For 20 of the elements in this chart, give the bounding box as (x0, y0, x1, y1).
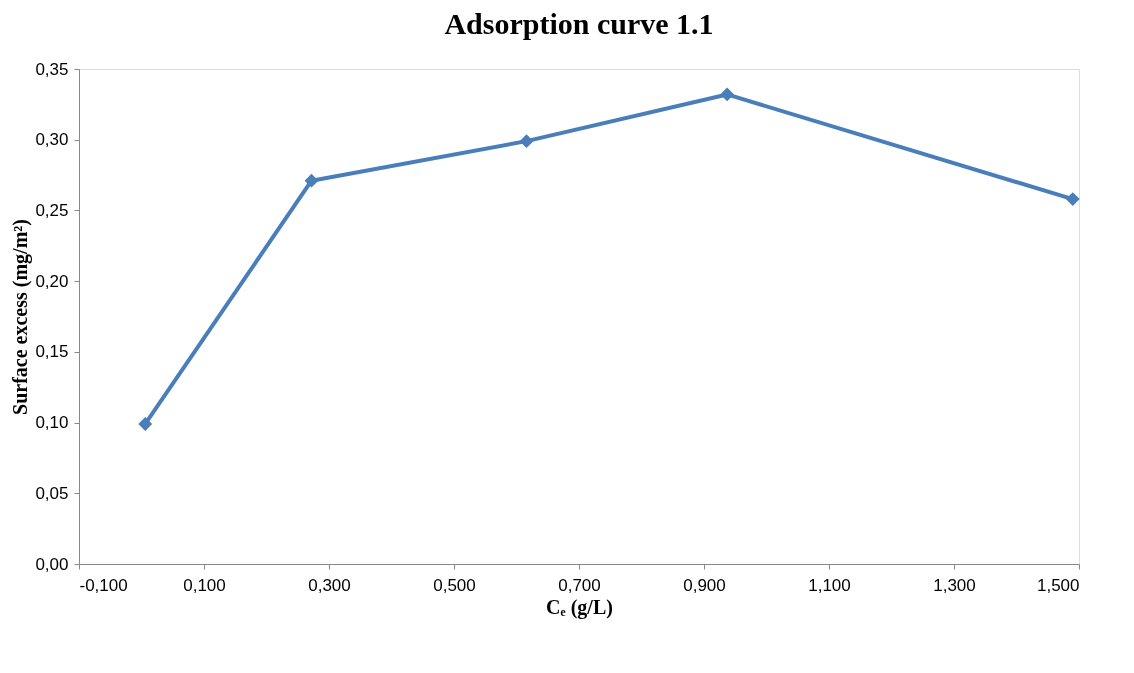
x-tick-label: 1,500 (1036, 575, 1080, 595)
x-axis-title: Cₑ (g/L) (546, 595, 613, 619)
y-tick-label: 0,25 (35, 200, 69, 220)
x-tick-label: 0,300 (308, 575, 351, 595)
x-tick-label: 0,700 (558, 575, 601, 595)
y-tick-label: 0,20 (35, 271, 69, 291)
y-tick-label: 0,05 (35, 483, 69, 503)
chart-title: Adsorption curve 1.1 (444, 7, 714, 40)
y-tick-label: 0,15 (35, 342, 69, 362)
x-tick-label: 0,100 (183, 575, 226, 595)
x-tick-label: -0,100 (79, 575, 128, 595)
x-tick-label: 0,500 (433, 575, 476, 595)
y-tick-label: 0,10 (35, 413, 69, 433)
x-tick-label: 0,900 (683, 575, 726, 595)
y-axis-title: Surface excess (mg/m²) (9, 219, 33, 415)
x-tick-label: 1,100 (808, 575, 851, 595)
x-tick-label: 1,300 (933, 575, 976, 595)
y-tick-label: 0,00 (35, 554, 69, 574)
y-tick-label: 0,30 (35, 130, 69, 150)
y-tick-label: 0,35 (35, 59, 69, 79)
